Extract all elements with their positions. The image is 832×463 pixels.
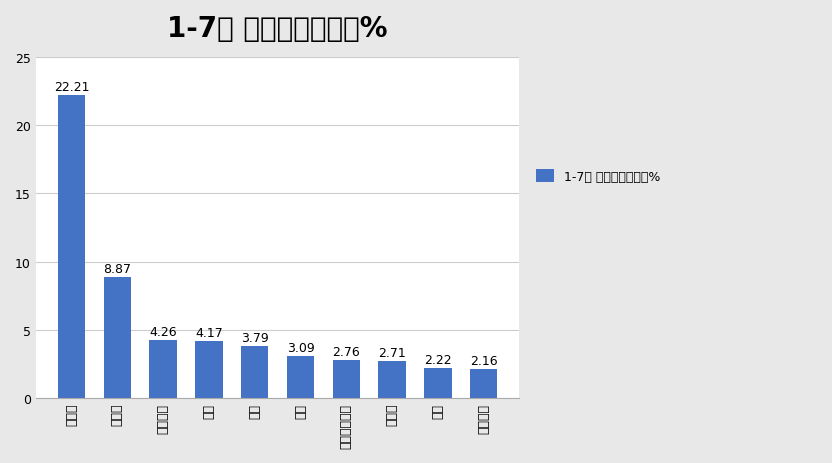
Title: 1-7月 占据的市场份额%: 1-7月 占据的市场份额% [167,15,388,43]
Bar [241,347,269,398]
Legend: 1-7月 占据的市场份额%: 1-7月 占据的市场份额% [531,165,666,189]
Text: 2.71: 2.71 [379,346,406,359]
Bar [57,96,85,398]
Bar [470,369,498,398]
Text: 2.22: 2.22 [424,353,452,366]
Text: 3.09: 3.09 [286,341,314,354]
Text: 8.87: 8.87 [103,263,131,275]
Bar [379,361,406,398]
Text: 2.76: 2.76 [333,346,360,359]
Text: 4.17: 4.17 [195,326,223,339]
Bar [333,361,360,398]
Text: 2.16: 2.16 [470,354,498,367]
Bar [103,277,131,398]
Text: 22.21: 22.21 [54,81,89,94]
Text: 4.26: 4.26 [149,325,177,338]
Bar [196,342,223,398]
Bar [287,356,314,398]
Text: 3.79: 3.79 [240,332,269,344]
Bar [424,368,452,398]
Bar [149,340,177,398]
